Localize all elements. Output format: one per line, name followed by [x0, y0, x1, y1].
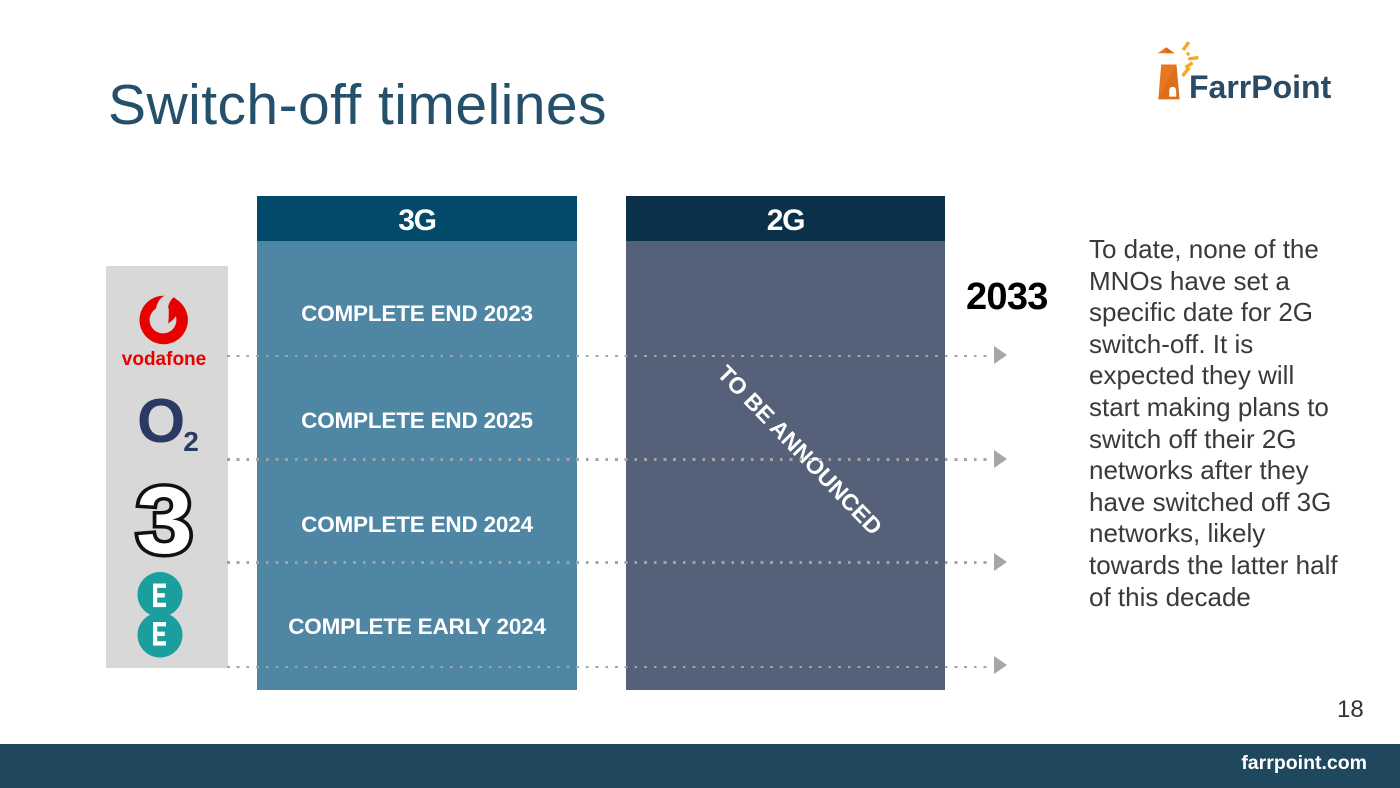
svg-text:3: 3	[136, 482, 193, 562]
